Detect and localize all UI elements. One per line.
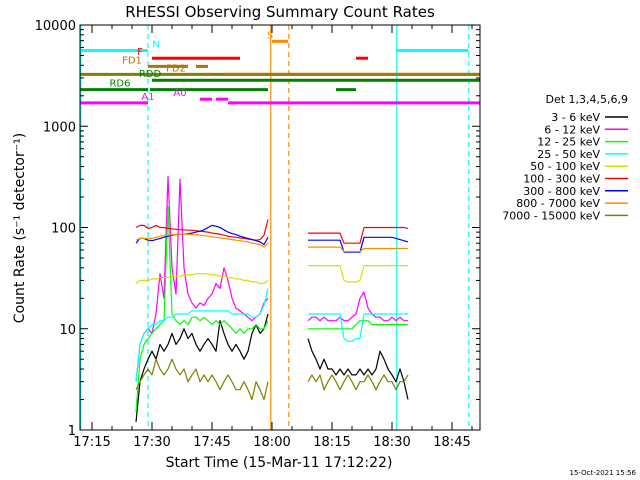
flag-label-a1: A1: [141, 92, 154, 103]
series-line-3-0: [135, 288, 269, 382]
series-line-6-0: [135, 224, 269, 246]
y-tick-label: 100: [51, 222, 76, 237]
x-tick-label: 18:00: [253, 435, 290, 450]
legend-label: 50 - 100 keV: [530, 160, 600, 173]
timestamp: 15-Oct-2021 15:56: [570, 469, 637, 477]
series-line-8-1: [307, 374, 409, 391]
series-line-7-0: [135, 233, 269, 248]
series-line-1-1: [307, 291, 408, 322]
y-tick-label: 10: [59, 323, 76, 338]
flag-label-fd2: FD2: [166, 63, 186, 74]
series-line-8-0: [135, 358, 269, 401]
flag-label-rdd: RDD: [139, 69, 162, 80]
series-line-3-1: [308, 313, 408, 342]
y-tick-label: 1: [68, 424, 76, 439]
series-line-7-1: [308, 246, 408, 253]
series-line-2-0: [135, 206, 269, 413]
x-tick-label: 18:15: [313, 435, 350, 450]
flag-label-n: N: [152, 39, 159, 50]
x-tick-label: 18:45: [433, 435, 470, 450]
plot-frame: [79, 24, 481, 431]
series-line-0-1: [307, 338, 409, 400]
legend-label: 100 - 300 keV: [523, 173, 600, 186]
x-tick-label: 18:30: [373, 435, 410, 450]
series-line-5-0: [135, 219, 269, 241]
series-line-1-0: [135, 175, 269, 382]
series-line-4-1: [308, 265, 408, 283]
series-line-4-0: [135, 273, 269, 285]
legend-label: 300 - 800 keV: [523, 185, 600, 198]
flag-label-a0: A0: [173, 88, 186, 99]
flag-label-s: S: [267, 30, 273, 41]
x-tick-label: 17:30: [133, 435, 170, 450]
series-line-0-0: [135, 313, 269, 423]
series-line-2-1: [308, 320, 408, 330]
series-line-6-1: [308, 236, 409, 253]
y-tick-label: 10000: [35, 19, 76, 34]
flag-label-fd1: FD1: [122, 55, 142, 66]
chart-title: RHESSI Observing Summary Count Rates: [125, 3, 435, 21]
legend-label: 7000 - 15000 keV: [502, 209, 600, 222]
legend-label: 800 - 7000 keV: [516, 197, 600, 210]
x-tick-label: 17:45: [193, 435, 230, 450]
x-tick-label: 17:15: [73, 435, 110, 450]
x-axis-label: Start Time (15-Mar-11 17:12:22): [166, 455, 393, 471]
legend-label: 6 - 12 keV: [544, 123, 600, 136]
flag-label-f: F: [137, 47, 143, 58]
y-tick-label: 1000: [43, 120, 76, 135]
legend-label: 12 - 25 keV: [537, 136, 600, 149]
flag-label-rd6: RD6: [109, 79, 130, 90]
legend-title: Det 1,3,4,5,6,9: [545, 93, 628, 106]
y-axis-label: Count Rate (s⁻¹ detector⁻¹): [12, 133, 28, 323]
legend-label: 25 - 50 keV: [537, 148, 600, 161]
legend-label: 3 - 6 keV: [551, 111, 600, 124]
series-line-5-1: [308, 226, 409, 244]
